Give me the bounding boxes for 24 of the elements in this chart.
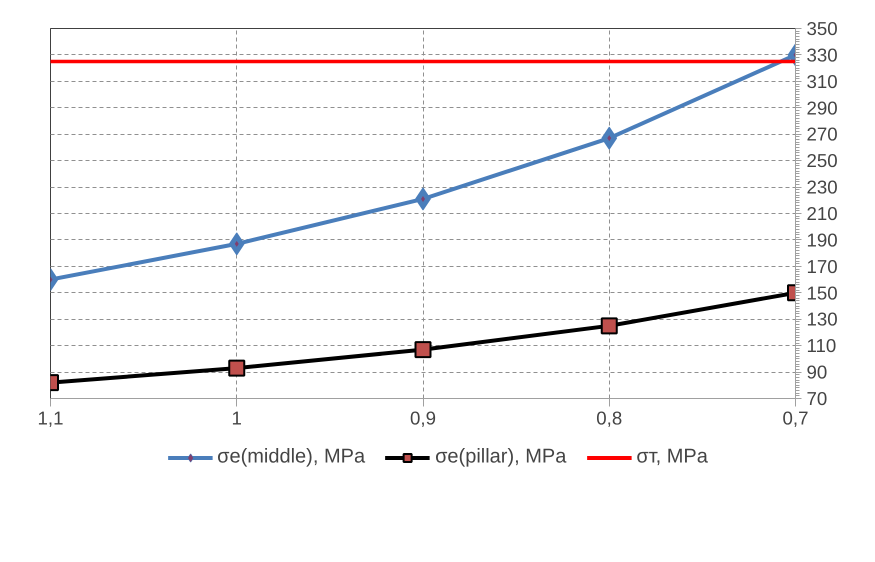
y-tick-label: 150 <box>806 282 838 304</box>
x-tick-label: 0,9 <box>410 408 436 428</box>
legend-label: σe(middle), MPa <box>217 446 366 468</box>
y-tick-label: 270 <box>806 124 838 145</box>
x-tick-label: 1,1 <box>38 408 64 428</box>
y-tick-label: 250 <box>806 150 838 172</box>
y-tick-label: 290 <box>806 97 838 118</box>
y-tick-label: 210 <box>806 203 838 224</box>
y-tick-label: 70 <box>806 388 828 409</box>
x-tick-label: 0,7 <box>782 408 808 428</box>
y-tick-label: 130 <box>806 308 838 330</box>
y-tick-label: 330 <box>806 44 838 66</box>
x-tick-label: 1 <box>232 408 242 428</box>
legend-label: σe(pillar), MPa <box>435 446 566 468</box>
x-tick-label: 0,8 <box>596 408 622 428</box>
legend-label: σт, MPa <box>636 446 708 468</box>
y-tick-label: 350 <box>806 18 838 39</box>
point <box>414 341 432 358</box>
y-tick-label: 190 <box>806 229 838 250</box>
y-tick-label: 310 <box>806 70 838 92</box>
y-tick-label: 170 <box>806 256 838 277</box>
y-tick-label: 90 <box>806 362 828 383</box>
y-tick-label: 110 <box>806 335 836 356</box>
y-tick-label: 230 <box>806 176 838 198</box>
